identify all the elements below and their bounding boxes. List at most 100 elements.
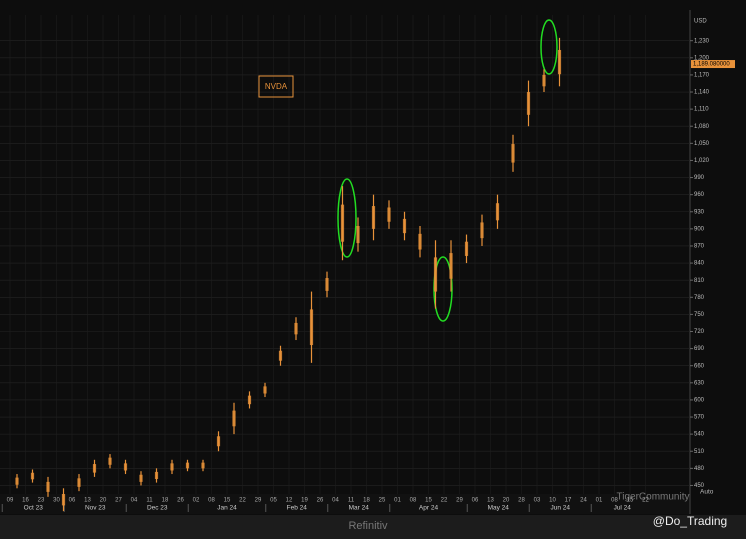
y-tick-label: 690 bbox=[694, 346, 705, 352]
x-tick-label: 28 bbox=[518, 498, 525, 504]
range-body bbox=[263, 386, 267, 394]
x-tick-label: 18 bbox=[162, 498, 169, 504]
range-body bbox=[309, 309, 314, 346]
y-tick-label: 990 bbox=[694, 175, 705, 181]
x-tick-label: 16 bbox=[22, 498, 29, 504]
x-tick-label: 03 bbox=[534, 498, 541, 504]
y-tick-label: 780 bbox=[694, 295, 705, 301]
x-tick-label: 29 bbox=[456, 498, 463, 504]
x-tick-label: 12 bbox=[286, 498, 293, 504]
y-tick-label: 1,050 bbox=[694, 141, 710, 147]
x-tick-label: 22 bbox=[642, 498, 649, 504]
y-tick-label: 1,110 bbox=[694, 107, 709, 113]
y-tick-label: 1,020 bbox=[694, 158, 710, 164]
date-axis bbox=[0, 494, 690, 514]
x-tick-label: 26 bbox=[317, 498, 324, 504]
range-body bbox=[30, 472, 35, 480]
x-tick-label: 02 bbox=[193, 498, 200, 504]
x-tick-label: 30 bbox=[53, 498, 60, 504]
x-tick-label: 23 bbox=[38, 498, 45, 504]
x-tick-label: 25 bbox=[379, 498, 386, 504]
range-body bbox=[387, 207, 391, 222]
x-tick-label: 13 bbox=[487, 498, 494, 504]
range-body bbox=[154, 471, 159, 480]
plot-background bbox=[0, 0, 746, 515]
x-tick-label: 22 bbox=[239, 498, 246, 504]
range-body bbox=[464, 241, 469, 256]
x-tick-label: 20 bbox=[503, 498, 510, 504]
credit: @Do_Trading bbox=[653, 514, 727, 528]
x-tick-label: 26 bbox=[177, 498, 184, 504]
month-label: Feb 24 bbox=[287, 505, 308, 512]
range-body bbox=[77, 478, 81, 487]
range-body bbox=[511, 144, 515, 163]
x-tick-label: 19 bbox=[301, 498, 308, 504]
range-body bbox=[92, 464, 97, 473]
highlight bbox=[337, 178, 357, 258]
x-tick-label: 13 bbox=[84, 498, 91, 504]
range-body bbox=[108, 457, 112, 465]
x-tick-label: 11 bbox=[146, 498, 153, 504]
x-tick-label: 06 bbox=[472, 498, 479, 504]
y-tick-label: 720 bbox=[694, 329, 705, 335]
x-tick-label: 01 bbox=[596, 498, 603, 504]
watermark: TigerCommunity bbox=[617, 492, 690, 503]
month-label: Apr 24 bbox=[419, 505, 439, 512]
x-tick-label: 20 bbox=[100, 498, 107, 504]
y-tick-label: 1,230 bbox=[694, 38, 710, 44]
x-tick-label: 08 bbox=[611, 498, 618, 504]
y-tick-label: 1,170 bbox=[694, 72, 710, 78]
month-label: Oct 23 bbox=[24, 505, 44, 512]
month-label: Jan 24 bbox=[217, 505, 237, 512]
highlight bbox=[540, 19, 558, 75]
y-tick-label: 540 bbox=[694, 432, 705, 438]
range-body bbox=[557, 49, 562, 75]
y-tick-label: 570 bbox=[694, 415, 705, 421]
range-body bbox=[247, 395, 252, 405]
range-body bbox=[433, 257, 438, 292]
range-body bbox=[15, 477, 19, 485]
price-box bbox=[691, 60, 735, 69]
range-body bbox=[526, 92, 531, 115]
scale-mode: Auto bbox=[700, 489, 714, 496]
x-tick-label: 08 bbox=[208, 498, 215, 504]
range-body bbox=[495, 203, 500, 221]
x-tick-label: 11 bbox=[348, 498, 355, 504]
y-tick-label: 510 bbox=[694, 449, 705, 455]
currency: USD bbox=[694, 19, 707, 25]
y-tick-label: 480 bbox=[694, 466, 705, 472]
source: Refinitiv bbox=[348, 520, 388, 532]
y-tick-label: 1,080 bbox=[694, 124, 710, 130]
x-tick-label: 22 bbox=[441, 498, 448, 504]
range-body bbox=[325, 278, 329, 291]
y-tick-label: 840 bbox=[694, 261, 705, 267]
range-body bbox=[170, 463, 174, 471]
range-body bbox=[356, 226, 360, 244]
x-tick-label: 15 bbox=[224, 498, 231, 504]
range-body bbox=[278, 350, 283, 361]
x-tick-label: 08 bbox=[410, 498, 417, 504]
range-body bbox=[232, 410, 236, 427]
x-tick-label: 06 bbox=[69, 498, 76, 504]
y-tick-label: 900 bbox=[694, 226, 705, 232]
y-tick-label: 870 bbox=[694, 244, 705, 250]
range-body bbox=[402, 218, 407, 234]
y-tick-label: 810 bbox=[694, 278, 705, 284]
x-tick-label: 17 bbox=[565, 498, 572, 504]
range-body bbox=[139, 474, 143, 482]
range-body bbox=[542, 74, 546, 87]
range-body bbox=[201, 462, 205, 469]
month-label: May 24 bbox=[488, 505, 510, 512]
month-label: Jun 24 bbox=[550, 505, 570, 512]
x-tick-label: 09 bbox=[7, 498, 14, 504]
symbol-box bbox=[258, 75, 294, 98]
month-label: Dec 23 bbox=[147, 505, 168, 512]
range-body bbox=[480, 222, 484, 239]
x-tick-label: 04 bbox=[131, 498, 138, 504]
range-body bbox=[46, 481, 50, 492]
x-tick-label: 15 bbox=[425, 498, 432, 504]
y-tick-label: 600 bbox=[694, 397, 705, 403]
y-tick-label: 450 bbox=[694, 483, 705, 489]
range-body bbox=[123, 463, 128, 471]
